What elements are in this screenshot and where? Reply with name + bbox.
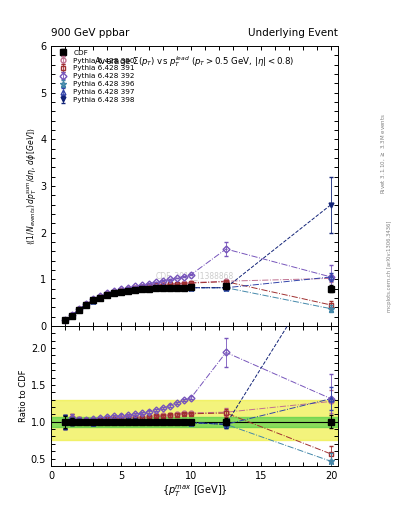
Y-axis label: Ratio to CDF: Ratio to CDF xyxy=(19,370,28,422)
Text: CDF_2015_I1388868: CDF_2015_I1388868 xyxy=(155,271,234,280)
Text: Average $\Sigma(p_T)$ vs $p_T^{lead}$ ($p_T > 0.5$ GeV, $|\eta| < 0.8$): Average $\Sigma(p_T)$ vs $p_T^{lead}$ ($… xyxy=(94,54,295,70)
Legend: CDF, Pythia 6.428 390, Pythia 6.428 391, Pythia 6.428 392, Pythia 6.428 396, Pyt: CDF, Pythia 6.428 390, Pythia 6.428 391,… xyxy=(53,48,136,104)
Text: Underlying Event: Underlying Event xyxy=(248,28,338,38)
Text: 900 GeV ppbar: 900 GeV ppbar xyxy=(51,28,129,38)
Bar xyxy=(51,417,338,427)
X-axis label: $\{p_T^{max}$ [GeV]$\}$: $\{p_T^{max}$ [GeV]$\}$ xyxy=(162,483,228,499)
Y-axis label: $\langle(1/N_{events})\, dp_T^{sum}/d\eta,\, d\phi\, [GeV]\rangle$: $\langle(1/N_{events})\, dp_T^{sum}/d\et… xyxy=(25,127,39,245)
Text: mcplots.cern.ch [arXiv:1306.3436]: mcplots.cern.ch [arXiv:1306.3436] xyxy=(387,221,391,312)
Text: Rivet 3.1.10, $\geq$ 3.3M events: Rivet 3.1.10, $\geq$ 3.3M events xyxy=(379,113,387,194)
Bar xyxy=(51,400,338,440)
